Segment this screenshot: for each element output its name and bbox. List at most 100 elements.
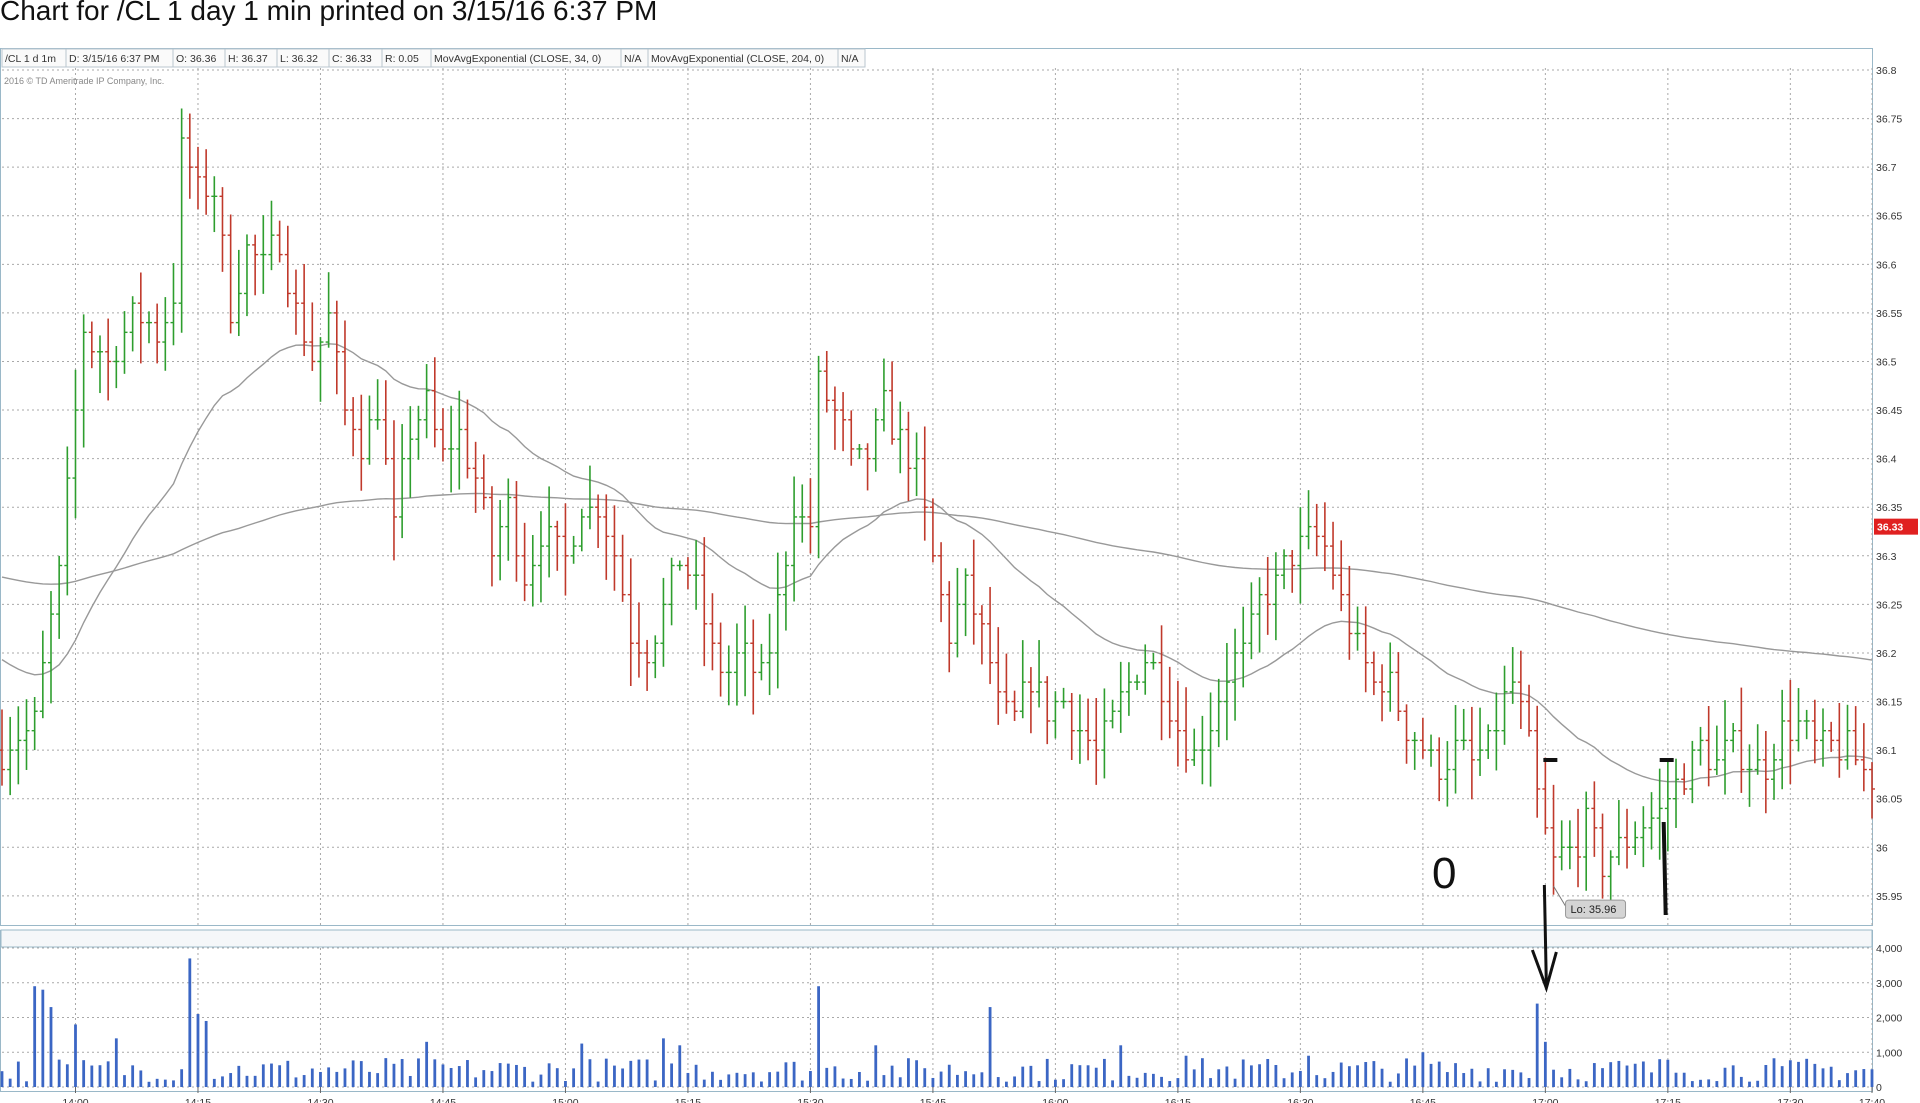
time-tick-label: 15:30 (797, 1097, 823, 1103)
volume-bar (645, 1059, 649, 1087)
volume-bar (1045, 1058, 1049, 1087)
volume-tick-label: 2,000 (1876, 1013, 1902, 1025)
volume-bar (547, 1063, 551, 1087)
volume-bar (988, 1007, 992, 1087)
volume-bar (760, 1081, 763, 1087)
volume-bar (849, 1078, 853, 1087)
volume-bar (1805, 1058, 1809, 1087)
volume-bar (245, 1075, 249, 1087)
time-tick-label: 15:15 (675, 1097, 701, 1103)
low-leader-line (1553, 885, 1566, 907)
volume-bar (1380, 1068, 1384, 1087)
volume-bar (539, 1074, 543, 1087)
volume-bar (956, 1074, 959, 1087)
volume-bar (0, 1071, 4, 1087)
volume-bar (613, 1065, 616, 1087)
volume-bar (751, 1072, 755, 1087)
volume-bar (1527, 1078, 1531, 1087)
volume-bar (711, 1071, 714, 1087)
volume-bar (1331, 1071, 1335, 1087)
volume-bar (270, 1063, 273, 1087)
volume-bar (1780, 1066, 1784, 1087)
volume-bar (1298, 1070, 1302, 1087)
volume-bar (1274, 1065, 1278, 1087)
volume-bar (702, 1079, 706, 1087)
volume-bar (604, 1058, 608, 1087)
volume-bar (1870, 1069, 1874, 1087)
price-tick-label: 35.95 (1876, 891, 1902, 903)
volume-bar (368, 1071, 371, 1087)
volume-bar (1690, 1081, 1694, 1087)
volume-bar (49, 1007, 53, 1087)
volume-bar (923, 1068, 927, 1087)
volume-bar (90, 1065, 94, 1087)
volume-bar (1078, 1065, 1082, 1087)
volume-bar (637, 1059, 641, 1087)
price-tick-label: 36.55 (1876, 308, 1902, 320)
volume-bar (1576, 1079, 1580, 1087)
volume-bar (384, 1058, 388, 1087)
volume-bar (310, 1068, 314, 1087)
volume-bar (188, 958, 192, 1087)
volume-bar (123, 1075, 126, 1087)
volume-bar (278, 1065, 282, 1087)
volume-bar (139, 1070, 143, 1087)
volume-bar (1184, 1055, 1188, 1087)
volume-bar (1584, 1081, 1588, 1087)
volume-bar (915, 1060, 918, 1087)
volume-bar (327, 1067, 331, 1087)
volume-bar (678, 1045, 682, 1087)
time-tick-label: 15:45 (920, 1097, 946, 1103)
volume-bar (1437, 1061, 1441, 1087)
time-tick-label: 14:30 (307, 1097, 333, 1103)
volume-bar (1339, 1062, 1343, 1087)
volume-bar (768, 1072, 771, 1087)
time-tick-label: 16:00 (1042, 1097, 1068, 1103)
header-cell-text: D: 3/15/16 6:37 PM (69, 53, 159, 65)
volume-bar (1429, 1063, 1433, 1087)
volume-bar (408, 1075, 412, 1087)
volume-bar (1829, 1066, 1833, 1087)
volume-bar (1445, 1072, 1449, 1087)
volume-bar (1625, 1065, 1629, 1087)
volume-bars[interactable] (0, 958, 1874, 1087)
volume-bar (996, 1077, 1000, 1087)
volume-bar (204, 1020, 208, 1087)
volume-bar (1470, 1068, 1474, 1087)
volume-bar (515, 1064, 518, 1087)
volume-bar (1127, 1075, 1131, 1087)
volume-bar (449, 1067, 453, 1087)
volume-bar (106, 1061, 110, 1087)
volume-bar (1396, 1073, 1400, 1087)
header-cell-text: C: 36.33 (332, 53, 372, 65)
volume-bar (466, 1060, 469, 1087)
volume-bar (294, 1077, 298, 1087)
price-tick-label: 36.65 (1876, 211, 1902, 223)
volume-bar (1094, 1067, 1098, 1087)
volume-bar (1797, 1061, 1800, 1087)
volume-bar (57, 1059, 61, 1087)
volume-bar (523, 1066, 527, 1087)
volume-bar (1037, 1081, 1041, 1087)
volume-bar (1013, 1076, 1016, 1087)
page-title: Chart for /CL 1 day 1 min printed on 3/1… (0, 0, 658, 26)
volume-bar (1315, 1075, 1319, 1087)
volume-bar (735, 1072, 739, 1087)
volume-bar (155, 1078, 159, 1087)
time-tick-label: 16:45 (1410, 1097, 1436, 1103)
volume-bar (792, 1061, 796, 1087)
volume-bar (776, 1071, 780, 1087)
volume-bar (180, 1069, 184, 1087)
time-tick-label: 15:00 (552, 1097, 578, 1103)
volume-bar (653, 1080, 657, 1087)
volume-bar (1552, 1069, 1555, 1087)
volume-bar (866, 1080, 869, 1087)
volume-bar (1356, 1065, 1359, 1087)
volume-bar (1421, 1052, 1425, 1087)
volume-bar (1478, 1081, 1482, 1087)
price-tick-label: 36.5 (1876, 356, 1897, 368)
price-bars[interactable] (0, 108, 1875, 904)
volume-bar (1168, 1081, 1172, 1087)
volume-bar (131, 1065, 135, 1087)
header-cell-text: /CL 1 d 1m (5, 53, 56, 65)
